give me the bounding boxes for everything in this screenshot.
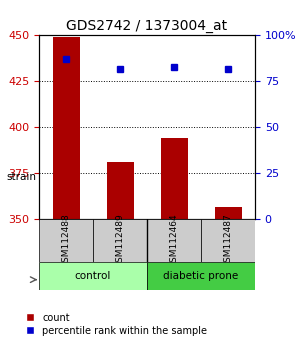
FancyBboxPatch shape [93,219,147,262]
FancyBboxPatch shape [147,262,255,290]
Bar [106,162,134,219]
Bar [52,37,80,219]
FancyBboxPatch shape [39,219,93,262]
Text: strain: strain [6,172,36,182]
Bar [214,207,242,219]
Text: GSM112489: GSM112489 [116,213,124,268]
Text: GSM112464: GSM112464 [169,213,178,268]
Legend: count, percentile rank within the sample: count, percentile rank within the sample [20,313,207,336]
Text: control: control [75,271,111,281]
FancyBboxPatch shape [147,219,201,262]
Title: GDS2742 / 1373004_at: GDS2742 / 1373004_at [66,19,228,33]
FancyBboxPatch shape [39,262,147,290]
Bar [160,138,188,219]
Text: GSM112488: GSM112488 [61,213,70,268]
FancyBboxPatch shape [201,219,255,262]
Text: diabetic prone: diabetic prone [164,271,238,281]
Text: GSM112487: GSM112487 [224,213,232,268]
